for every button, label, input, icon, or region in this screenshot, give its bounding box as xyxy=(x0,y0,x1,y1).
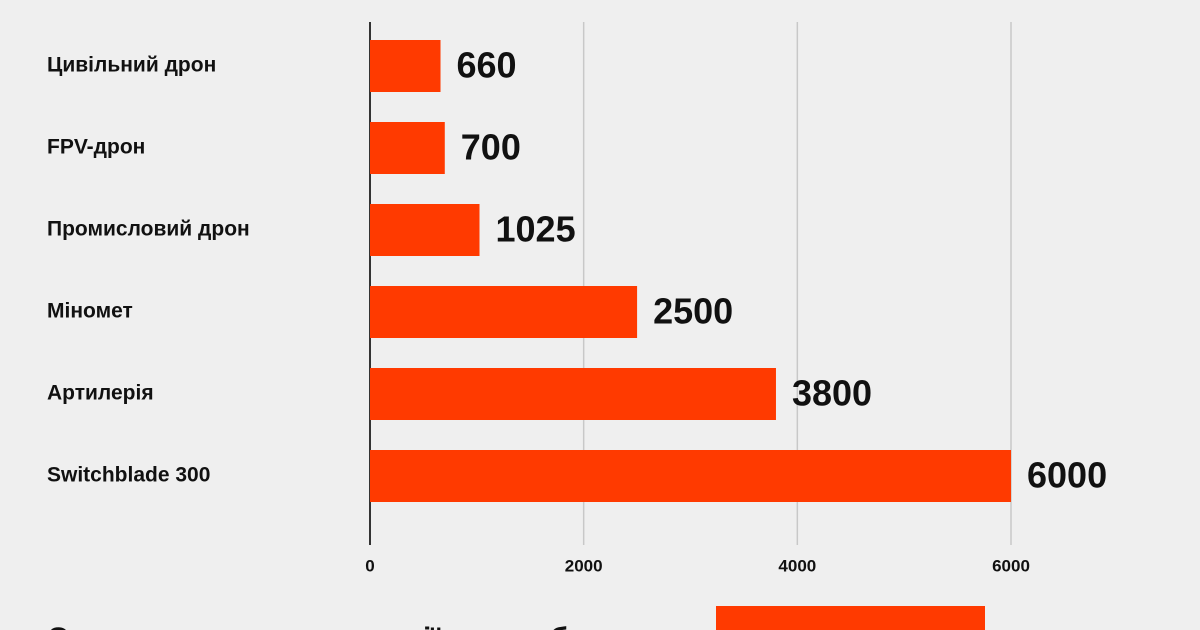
bar xyxy=(370,286,638,338)
category-label: Артилерія xyxy=(47,382,154,405)
category-label: Switchblade 300 xyxy=(47,464,210,487)
value-label: 6000 xyxy=(1027,455,1107,496)
bar xyxy=(370,122,445,174)
value-label: 2500 xyxy=(653,291,733,332)
highlight-box xyxy=(716,606,985,630)
x-tick-label: 6000 xyxy=(992,556,1030,575)
bar xyxy=(370,368,776,420)
value-label: 700 xyxy=(461,127,521,168)
category-label: FPV-дрон xyxy=(47,136,145,159)
value-label: 1025 xyxy=(496,209,576,250)
category-label: Міномет xyxy=(47,300,133,323)
value-label: 3800 xyxy=(792,373,872,414)
x-tick-label: 0 xyxy=(365,556,374,575)
bar xyxy=(370,40,441,92)
x-tick-label: 2000 xyxy=(565,556,603,575)
bar xyxy=(370,450,1011,502)
x-tick-label: 4000 xyxy=(778,556,816,575)
value-label: 660 xyxy=(457,45,517,86)
bar xyxy=(370,204,480,256)
category-label: Цивільний дрон xyxy=(47,54,216,77)
annotation: Середня сума компенсації за загиблого xyxy=(47,622,635,630)
category-label: Промисловий дрон xyxy=(47,218,250,241)
